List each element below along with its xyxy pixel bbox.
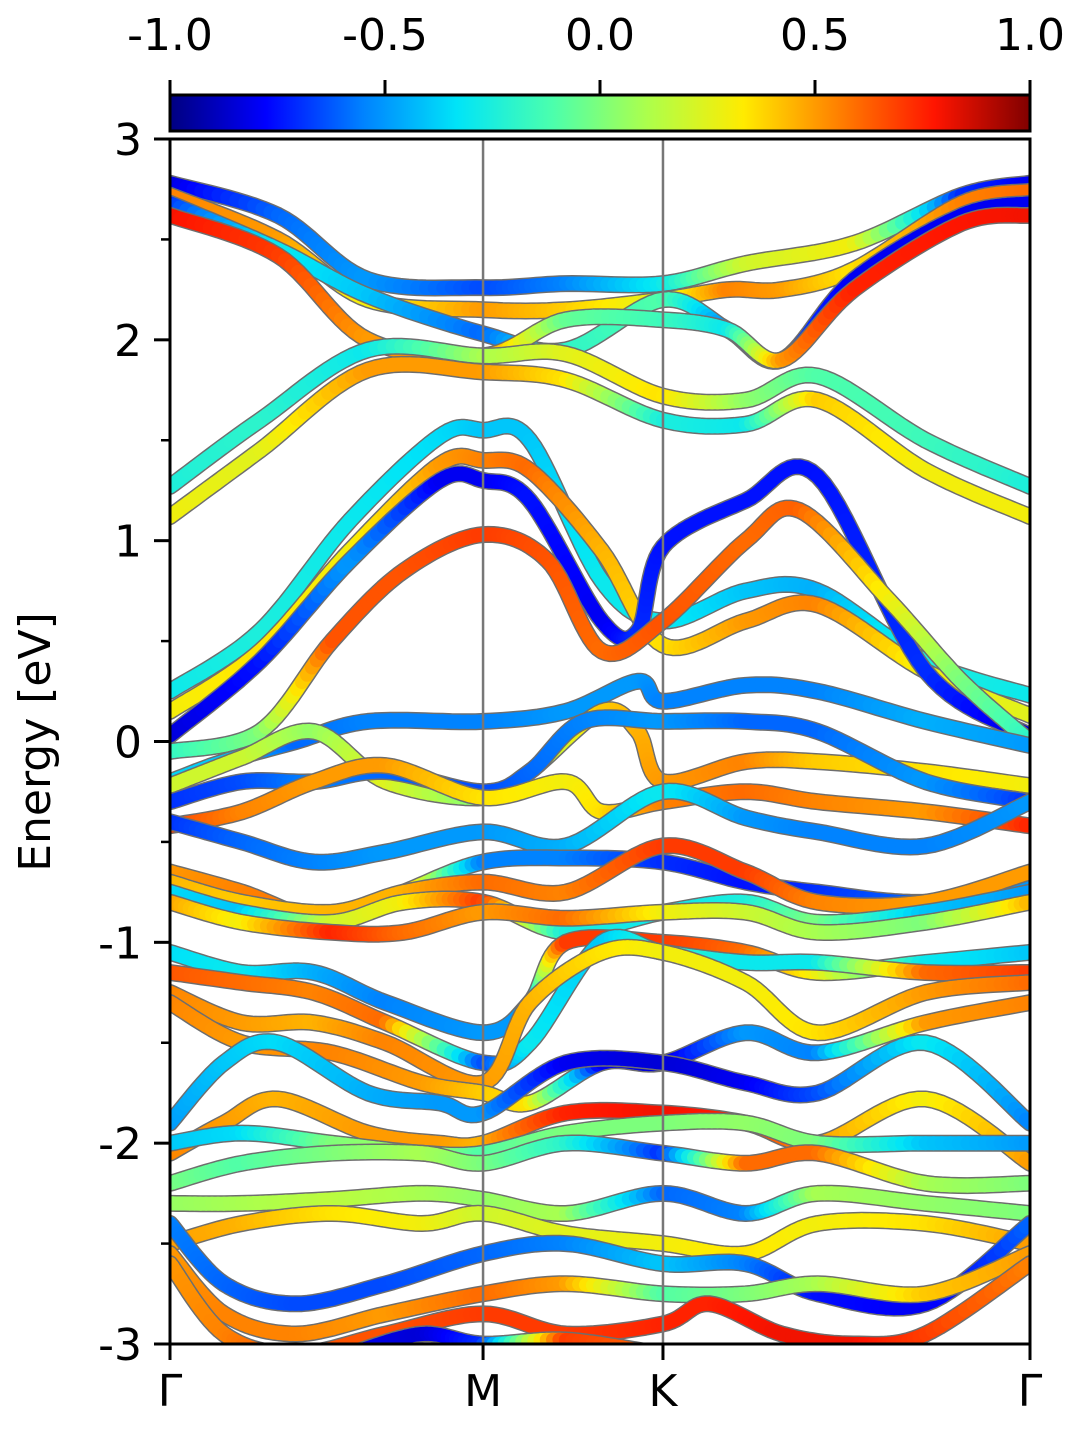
colorbar bbox=[170, 95, 1030, 131]
band-segment bbox=[805, 1362, 814, 1363]
band-segment bbox=[698, 1359, 704, 1360]
colorbar-tick-label: 0.5 bbox=[780, 10, 850, 61]
band-segment bbox=[302, 1353, 308, 1354]
y-tick-label: 3 bbox=[114, 115, 142, 166]
y-tick-label: 1 bbox=[114, 517, 142, 568]
x-tick-label: Γ bbox=[158, 1366, 183, 1417]
band-segment bbox=[687, 1358, 693, 1359]
y-axis: 3 2 1 0 -1 -2 -3 bbox=[98, 115, 170, 1371]
band-segment bbox=[248, 1347, 253, 1349]
band-31 bbox=[170, 1254, 1030, 1334]
colorbar-tick-label: -1.0 bbox=[127, 10, 213, 61]
band-segment bbox=[614, 1346, 621, 1347]
band-segment bbox=[263, 1351, 268, 1352]
band-segment bbox=[669, 1355, 675, 1356]
band-segment bbox=[675, 1356, 681, 1357]
band-segment bbox=[704, 1360, 710, 1361]
band-segment bbox=[258, 1350, 263, 1351]
band-segment bbox=[715, 1362, 721, 1363]
band-segment bbox=[709, 1361, 715, 1362]
band-segment bbox=[361, 1349, 366, 1351]
x-tick-label: Γ bbox=[1018, 1366, 1043, 1417]
band-segment bbox=[650, 1352, 657, 1353]
colorbar-tick-label: -0.5 bbox=[342, 10, 428, 61]
band-segment bbox=[636, 1350, 643, 1351]
band-segment bbox=[727, 1363, 733, 1364]
band-segment bbox=[333, 1347, 339, 1349]
y-tick-label: -2 bbox=[98, 1119, 142, 1170]
colorbar-gradient bbox=[170, 95, 1030, 131]
band-segment bbox=[268, 1352, 273, 1353]
band-segment bbox=[308, 1352, 314, 1353]
bands bbox=[170, 183, 1030, 1364]
y-tick-label: -3 bbox=[98, 1320, 142, 1371]
y-tick-label: 0 bbox=[114, 718, 142, 769]
band-segment bbox=[721, 1362, 727, 1363]
band-segment bbox=[822, 1361, 830, 1362]
band-segment bbox=[253, 1348, 258, 1349]
colorbar-ticks: -1.0 -0.5 0.0 0.5 1.0 bbox=[127, 10, 1065, 95]
band-segment bbox=[622, 1347, 629, 1348]
band-segment bbox=[353, 1352, 357, 1353]
band-segment bbox=[314, 1351, 320, 1352]
band-segment bbox=[366, 1347, 371, 1349]
x-tick-label: K bbox=[649, 1366, 679, 1417]
band-segment bbox=[629, 1349, 636, 1350]
colorbar-tick-label: 1.0 bbox=[995, 10, 1065, 61]
x-tick-label: M bbox=[464, 1366, 502, 1417]
y-tick-label: 2 bbox=[114, 316, 142, 367]
band-segment bbox=[693, 1359, 699, 1360]
band-segment bbox=[326, 1348, 333, 1350]
band-segment bbox=[371, 1345, 377, 1347]
y-tick-label: -1 bbox=[98, 918, 142, 969]
band-segment bbox=[357, 1351, 361, 1353]
colorbar-tick-label: 0.0 bbox=[565, 10, 635, 61]
band-segment bbox=[350, 1353, 353, 1354]
band-segment bbox=[274, 1353, 280, 1354]
band-segment bbox=[320, 1350, 326, 1351]
band-segment bbox=[681, 1357, 687, 1358]
band-segment bbox=[643, 1351, 650, 1352]
y-axis-label: Energy [eV] bbox=[10, 612, 61, 872]
